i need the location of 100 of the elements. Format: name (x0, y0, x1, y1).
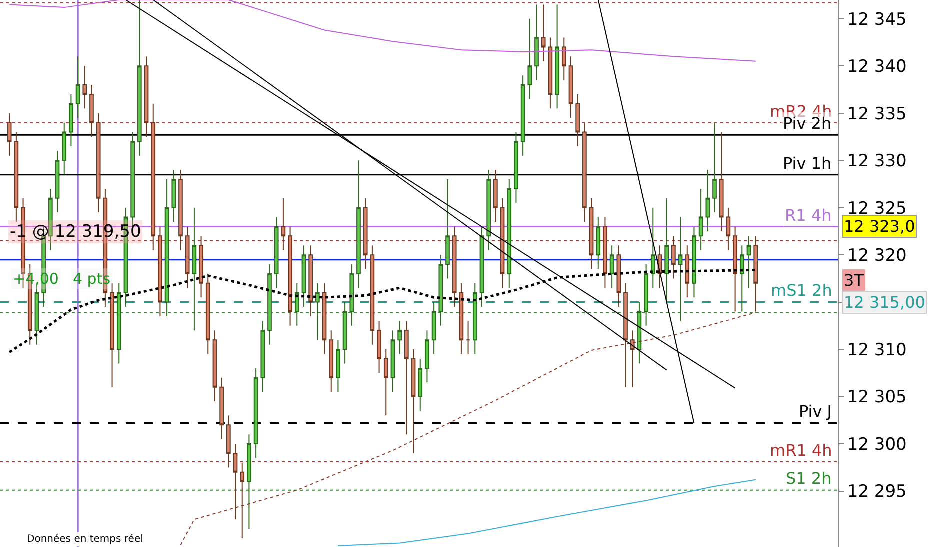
candlestick (500, 198, 505, 289)
candlestick (260, 320, 266, 393)
candlestick (754, 236, 758, 312)
line-series (338, 479, 756, 547)
candlestick (589, 198, 594, 270)
candlestick (76, 56, 80, 119)
candlestick (692, 226, 696, 298)
candlestick (356, 160, 361, 289)
candlestick (644, 264, 648, 326)
line-series (180, 312, 756, 546)
candlestick (418, 358, 423, 412)
candlestick (233, 444, 238, 520)
text: 3T (844, 271, 864, 290)
y-tick-label: 12 340 (847, 57, 907, 78)
candlestick (137, 0, 142, 156)
candlestick (616, 245, 622, 308)
candlestick (55, 150, 60, 214)
y-tick-label: 12 345 (847, 10, 907, 30)
candlestick (472, 282, 478, 355)
candlestick (329, 330, 334, 393)
candlestick (678, 216, 683, 322)
candlestick (14, 132, 19, 223)
candlestick (582, 122, 587, 223)
candlestick (459, 282, 464, 355)
candlestick (185, 226, 190, 289)
candlestick (342, 302, 348, 364)
candlestick (610, 245, 614, 289)
candlestick (664, 198, 670, 303)
candlestick (534, 4, 539, 81)
candlestick (96, 112, 101, 214)
candlestick (486, 170, 492, 251)
candlestick (82, 66, 88, 110)
candlestick (541, 4, 546, 62)
candlestick (363, 198, 368, 270)
candlestick (398, 320, 402, 355)
candlestick (316, 282, 320, 341)
candlestick (466, 320, 470, 355)
candlestick (281, 198, 286, 251)
candlestick (528, 18, 532, 100)
candlestick (308, 245, 313, 317)
candlestick (507, 179, 512, 289)
candlestick (62, 122, 67, 176)
y-tick-label: 12 300 (847, 434, 907, 455)
candlestick (624, 282, 628, 388)
candlestick (206, 273, 210, 355)
candlestick (494, 170, 498, 223)
candlestick (294, 282, 300, 326)
candlestick (698, 188, 704, 251)
candlestick (69, 94, 74, 147)
candlestick (733, 226, 738, 312)
candlestick (7, 112, 12, 156)
candlestick (576, 94, 580, 147)
candlestick (151, 103, 156, 251)
candlestick (425, 330, 430, 384)
ref-line-label: S1 2h (786, 469, 832, 488)
candlestick (212, 330, 218, 402)
candlestick (411, 349, 416, 454)
candlestick (726, 207, 731, 251)
candlestick (452, 226, 457, 308)
candlestick (370, 245, 375, 346)
candlestick (144, 56, 149, 138)
y-tick-label: 12 310 (847, 340, 907, 360)
candlestick (650, 207, 656, 289)
candlestick (158, 226, 162, 317)
candlestick (603, 216, 608, 289)
candlestick (562, 37, 566, 81)
candlestick (706, 170, 710, 232)
y-tick-label: 12 335 (847, 104, 907, 124)
candlestick (685, 245, 690, 298)
annotation: Données en temps réel (27, 534, 144, 545)
candlestick (514, 132, 518, 204)
candlestick (712, 122, 717, 214)
candlestick (226, 415, 231, 468)
candlestick (247, 434, 252, 530)
y-tick-label: 12 330 (847, 152, 907, 172)
candlestick (404, 320, 409, 436)
candlestick (90, 84, 94, 138)
candlestick (637, 302, 642, 364)
candlestick (240, 462, 245, 539)
candlestick (390, 330, 396, 393)
candlestick (630, 330, 635, 388)
candlestick (322, 282, 327, 355)
candlestick (220, 377, 224, 440)
candlestick (384, 349, 388, 416)
candlestick (555, 4, 560, 110)
candlestick (178, 170, 183, 251)
candlestick (568, 56, 574, 119)
candlestick (254, 368, 258, 459)
candlestick (596, 216, 601, 270)
candlestick (192, 207, 197, 332)
candlestick (672, 236, 676, 280)
candlestick (740, 245, 744, 312)
candlestick (548, 37, 553, 110)
text: 12 323,0 (844, 217, 916, 236)
candlestick (302, 245, 306, 308)
candlestick (520, 75, 526, 156)
candlestick (268, 264, 272, 346)
y-tick-label: 12 305 (847, 388, 907, 408)
candlestick (336, 340, 340, 393)
y-tick-label: 12 325 (847, 198, 907, 219)
